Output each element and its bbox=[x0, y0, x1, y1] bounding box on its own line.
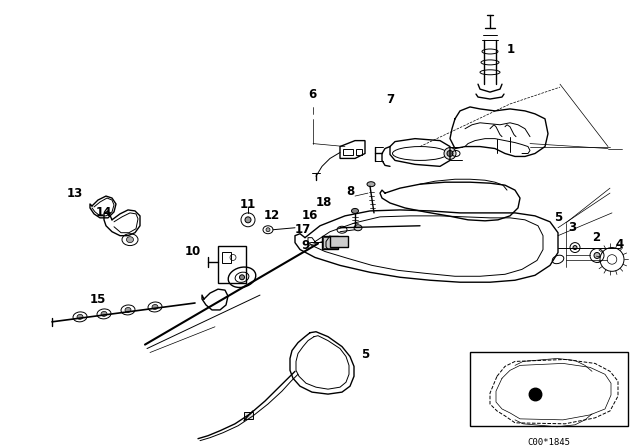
Ellipse shape bbox=[444, 147, 456, 159]
Text: 17: 17 bbox=[295, 223, 311, 236]
Ellipse shape bbox=[573, 246, 577, 250]
Ellipse shape bbox=[266, 228, 270, 232]
Bar bbox=[470, 352, 628, 426]
Text: 15: 15 bbox=[90, 293, 106, 306]
Bar bbox=[323, 237, 337, 248]
Text: 5: 5 bbox=[554, 211, 562, 224]
Text: 10: 10 bbox=[185, 245, 201, 258]
Ellipse shape bbox=[594, 253, 600, 258]
Ellipse shape bbox=[351, 208, 358, 213]
Text: 5: 5 bbox=[361, 348, 369, 361]
Text: 12: 12 bbox=[264, 209, 280, 222]
Text: 16: 16 bbox=[302, 209, 318, 222]
Text: 7: 7 bbox=[386, 93, 394, 106]
Ellipse shape bbox=[354, 225, 362, 231]
Ellipse shape bbox=[447, 151, 453, 156]
Ellipse shape bbox=[152, 305, 158, 310]
Ellipse shape bbox=[127, 237, 134, 243]
Bar bbox=[330, 236, 348, 246]
Ellipse shape bbox=[239, 275, 244, 280]
Text: 1: 1 bbox=[507, 43, 515, 56]
Text: 2: 2 bbox=[592, 231, 600, 244]
Bar bbox=[356, 149, 362, 155]
Ellipse shape bbox=[77, 314, 83, 319]
Text: 3: 3 bbox=[568, 221, 576, 234]
Text: C00*1845: C00*1845 bbox=[527, 438, 570, 447]
Text: 4: 4 bbox=[616, 238, 624, 251]
Bar bbox=[322, 236, 338, 249]
Text: 9: 9 bbox=[301, 239, 309, 252]
Text: 13: 13 bbox=[67, 187, 83, 200]
Bar bbox=[222, 251, 231, 263]
Bar bbox=[343, 149, 353, 155]
Text: 11: 11 bbox=[240, 198, 256, 211]
Ellipse shape bbox=[101, 311, 107, 316]
Ellipse shape bbox=[125, 307, 131, 312]
Bar bbox=[218, 246, 246, 283]
Bar bbox=[244, 412, 253, 419]
Text: 6: 6 bbox=[308, 87, 316, 100]
Text: 8: 8 bbox=[346, 185, 354, 198]
Text: 14: 14 bbox=[96, 207, 112, 220]
Ellipse shape bbox=[245, 217, 251, 223]
Ellipse shape bbox=[367, 182, 375, 187]
Text: 18: 18 bbox=[316, 197, 332, 210]
